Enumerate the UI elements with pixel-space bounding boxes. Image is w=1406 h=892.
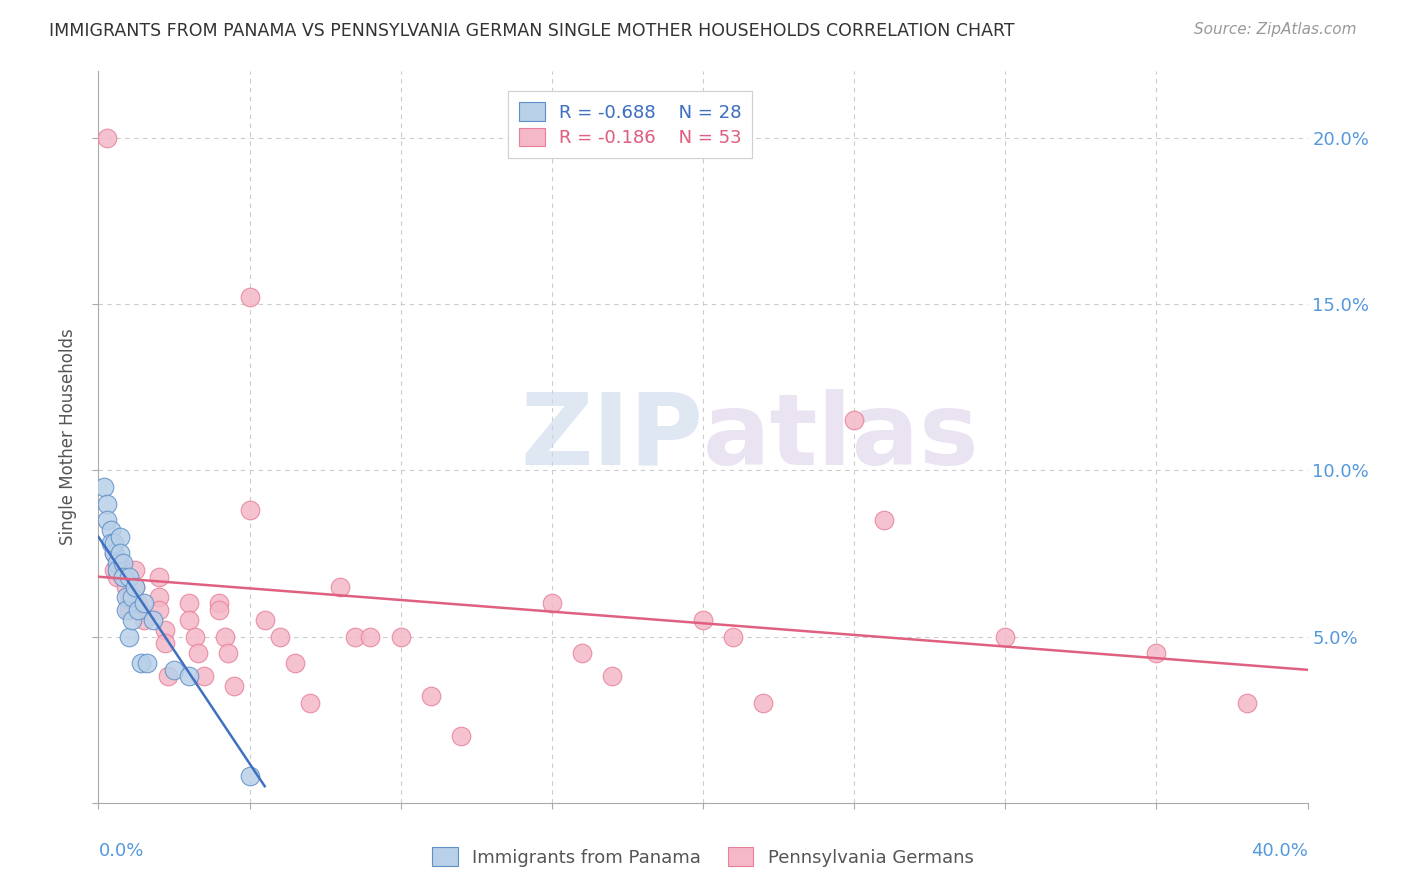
Point [217,646,239,660]
Point [111,557,134,571]
Point [208,596,231,610]
Point [163,663,186,677]
Point [124,580,146,594]
Point [124,580,146,594]
Y-axis label: Single Mother Households: Single Mother Households [59,329,77,545]
Point [114,590,136,604]
Point [111,570,134,584]
Point [602,669,624,683]
Point [723,630,745,644]
Point [153,636,176,650]
Point [184,630,207,644]
Point [269,630,291,644]
Point [571,646,593,660]
Point [179,596,201,610]
Point [103,563,125,577]
Point [148,603,170,617]
Point [389,630,412,644]
Point [118,630,141,644]
Point [239,290,262,304]
Point [1236,696,1258,710]
Point [105,563,128,577]
Point [153,623,176,637]
Point [450,729,472,743]
Point [224,680,246,694]
Point [124,563,146,577]
Point [114,603,136,617]
Point [129,603,152,617]
Point [105,570,128,584]
Point [118,603,141,617]
Text: atlas: atlas [703,389,980,485]
Text: ZIP: ZIP [520,389,703,485]
Legend: Immigrants from Panama, Pennsylvania Germans: Immigrants from Panama, Pennsylvania Ger… [425,840,981,874]
Point [93,480,115,494]
Point [179,669,201,683]
Point [96,513,118,527]
Point [187,646,209,660]
Point [127,596,149,610]
Point [329,580,352,594]
Point [135,656,157,670]
Point [121,613,143,627]
Point [214,630,236,644]
Point [100,536,122,550]
Legend: R = -0.688    N = 28, R = -0.186    N = 53: R = -0.688 N = 28, R = -0.186 N = 53 [509,91,752,158]
Point [105,557,128,571]
Point [692,613,714,627]
Point [208,603,231,617]
Point [873,513,896,527]
Point [148,570,170,584]
Point [103,546,125,560]
Point [121,590,143,604]
Point [284,656,307,670]
Point [344,630,367,644]
Point [103,546,125,560]
Point [360,630,382,644]
Point [108,530,131,544]
Point [540,596,562,610]
Point [96,497,118,511]
Text: Source: ZipAtlas.com: Source: ZipAtlas.com [1194,22,1357,37]
Text: IMMIGRANTS FROM PANAMA VS PENNSYLVANIA GERMAN SINGLE MOTHER HOUSEHOLDS CORRELATI: IMMIGRANTS FROM PANAMA VS PENNSYLVANIA G… [49,22,1015,40]
Point [420,690,443,704]
Point [1146,646,1168,660]
Point [118,570,141,584]
Point [108,557,131,571]
Text: 40.0%: 40.0% [1251,842,1308,860]
Point [108,546,131,560]
Point [118,590,141,604]
Point [100,523,122,537]
Point [994,630,1017,644]
Point [127,603,149,617]
Point [253,613,276,627]
Point [844,413,866,427]
Point [299,696,322,710]
Point [156,669,179,683]
Point [193,669,215,683]
Point [103,536,125,550]
Point [239,769,262,783]
Point [132,613,155,627]
Point [752,696,775,710]
Point [111,570,134,584]
Text: 0.0%: 0.0% [98,842,143,860]
Point [96,131,118,145]
Point [179,613,201,627]
Point [142,613,165,627]
Point [239,503,262,517]
Point [148,590,170,604]
Point [114,580,136,594]
Point [132,596,155,610]
Point [129,656,152,670]
